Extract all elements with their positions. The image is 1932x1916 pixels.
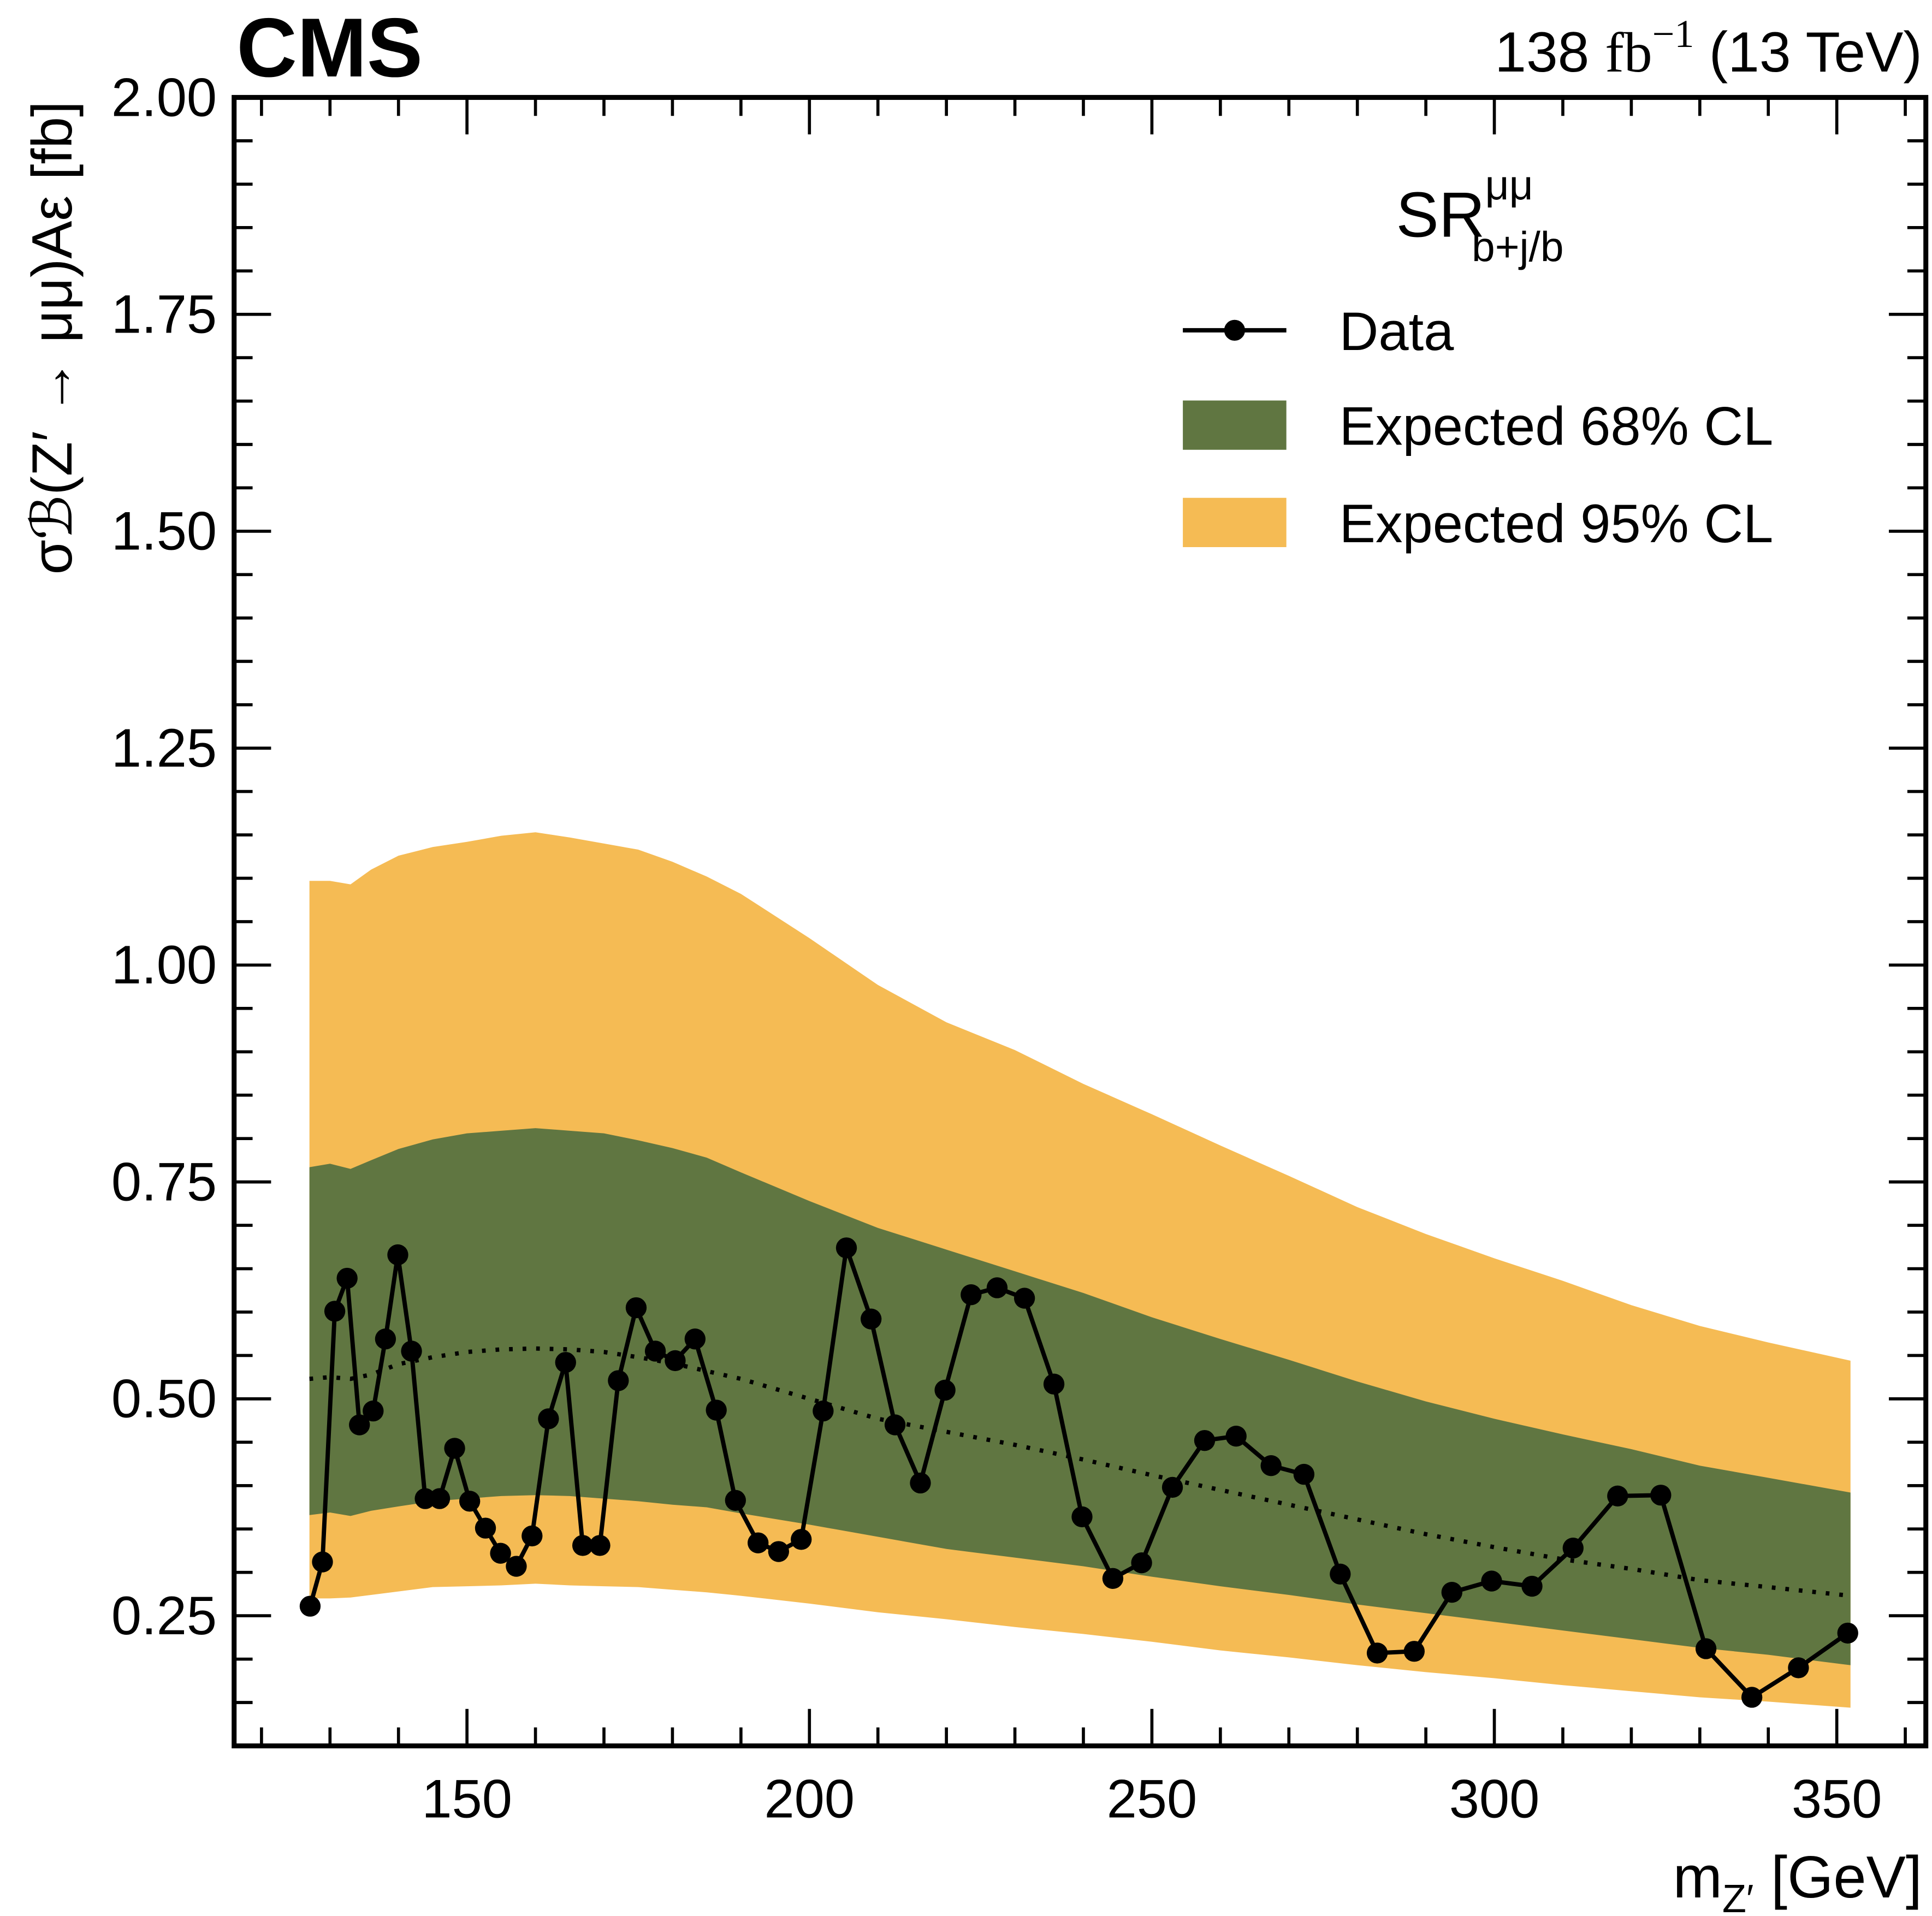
data-point [444,1438,465,1459]
data-point [1161,1476,1183,1498]
data-point [1293,1463,1315,1485]
x-tick-label: 150 [422,1769,512,1829]
x-tick-label: 250 [1107,1769,1198,1829]
data-point [768,1541,790,1562]
legend-marker [1224,319,1246,341]
data-point [665,1350,686,1372]
data-point [1481,1570,1502,1592]
y-tick-label: 0.25 [111,1586,217,1646]
data-point [299,1595,321,1617]
data-point [336,1267,358,1289]
x-label-sub: Z′ [1722,1877,1754,1916]
data-point [1788,1657,1809,1678]
data-point [1366,1642,1388,1664]
data-point [884,1414,906,1435]
data-point [813,1400,834,1422]
legend-swatch [1183,497,1287,547]
data-point [961,1284,982,1306]
data-point [835,1237,857,1259]
data-point [1521,1575,1543,1597]
region-label: SRμμ b+j/b [1396,163,1563,271]
y-tick-label: 1.75 [111,284,217,345]
data-point [459,1491,481,1512]
x-tick-label: 200 [764,1769,855,1829]
data-point [312,1551,333,1573]
data-point [475,1517,496,1539]
data-point [572,1535,594,1556]
y-tick-label: 1.00 [111,935,217,995]
data-point [910,1472,931,1494]
data-point [706,1399,727,1421]
data-point [684,1328,706,1350]
legend-label: Expected 95% CL [1340,494,1774,554]
data-point [387,1244,408,1266]
data-point [324,1301,346,1322]
data-point [1071,1506,1093,1528]
data-point [625,1297,647,1319]
data-point [1330,1563,1351,1585]
data-point [860,1308,882,1330]
data-point [1837,1622,1858,1644]
experiment: CMS [236,1,423,94]
data-point [1225,1426,1247,1447]
region-main: SR [1396,179,1485,250]
data-point [986,1277,1008,1298]
y-axis-label: σℬ(Z′ → μμ)Aε [fb] [20,101,84,574]
data-point [589,1535,611,1556]
data-point [791,1529,812,1550]
x-tick-label: 350 [1792,1769,1882,1829]
x-axis-label: mZ′ [GeV] [1673,1844,1922,1916]
data-point [363,1400,384,1422]
data-point [538,1408,559,1429]
data-point [1043,1373,1065,1395]
legend-swatch [1183,400,1287,450]
data-point [506,1556,527,1577]
data-point [608,1370,629,1391]
y-tick-label: 0.75 [111,1152,217,1212]
data-point [1650,1485,1672,1506]
region-sub: b+j/b [1472,224,1563,271]
data-point [375,1328,396,1350]
legend-label: Expected 68% CL [1340,396,1774,457]
x-label-unit: [GeV] [1771,1844,1922,1910]
y-tick-label: 1.25 [111,718,217,779]
data-point [934,1379,956,1401]
data-point [1695,1638,1717,1659]
data-point [1102,1568,1124,1589]
data-point [748,1532,769,1553]
data-point [555,1351,576,1373]
data-point [349,1414,370,1435]
band68 [309,1128,1851,1665]
data-point [1441,1582,1462,1603]
x-tick-label: 300 [1449,1769,1540,1829]
data-point [1607,1485,1628,1507]
lumi-energy: (13 TeV) [1709,20,1922,84]
lumi-exp: −1 [1652,12,1694,56]
data-point [1562,1537,1584,1559]
legend-label: Data [1340,301,1454,362]
data-point [725,1490,746,1511]
y-tick-label: 0.50 [111,1369,217,1429]
y-tick-label: 2.00 [111,67,217,128]
data-point [1014,1288,1035,1309]
data-point [1741,1687,1763,1708]
data-point [521,1525,543,1547]
lumi-value: 138 [1495,20,1589,84]
data-point [1131,1552,1152,1574]
data-point [1403,1641,1425,1662]
data-point [1260,1455,1282,1476]
data-point [401,1340,422,1362]
y-tick-label: 1.50 [111,501,217,562]
region-sup: μμ [1485,163,1533,209]
data-point [490,1543,511,1564]
x-label-main: m [1673,1844,1722,1910]
data-point [429,1488,451,1509]
lumi: 138 fb−1 (13 TeV) [1495,12,1922,84]
lumi-unit: fb [1605,22,1652,84]
data-point [644,1340,666,1362]
data-point [414,1488,436,1509]
data-point [1194,1429,1216,1451]
